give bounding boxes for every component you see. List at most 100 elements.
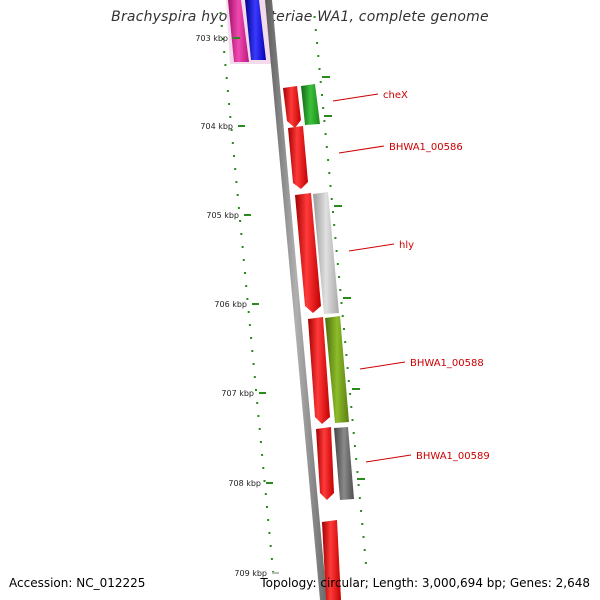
cds-arrow[interactable]: [322, 520, 341, 600]
ruler-tick: [238, 125, 245, 127]
cog-feature-pink[interactable]: [228, 0, 249, 62]
ruler-tick-label: 709 kbp: [234, 569, 267, 578]
gc-tick: [351, 419, 354, 421]
ruler-tick: [244, 214, 251, 216]
gc-tick: [263, 480, 266, 482]
ruler-tick-label: 704 kbp: [200, 122, 233, 131]
cog-feature-blue[interactable]: [245, 0, 266, 60]
gc-tick: [345, 354, 348, 356]
gc-tick: [341, 315, 344, 317]
gc-tick: [264, 493, 267, 495]
ruler-tick-label: 706 kbp: [214, 300, 247, 309]
position-ruler: 703 kbp 704 kbp 705 kbp 706 kbp 707 kbp 708 k…: [195, 34, 279, 578]
accession-text: Accession: NC_012225: [9, 576, 146, 590]
gc-tick: [268, 532, 271, 534]
gc-tick: [252, 363, 255, 365]
gc-tick: [330, 198, 333, 200]
map-title: Brachyspira hyodysenteriae WA1, complete…: [111, 9, 489, 25]
label-leader-line: [332, 93, 379, 102]
gene-label[interactable]: BHWA1_00586: [389, 142, 463, 153]
ruler-tick-label: 707 kbp: [221, 389, 254, 398]
gc-dash: [357, 478, 365, 480]
gc-tick: [244, 272, 246, 274]
gc-tick: [229, 116, 232, 118]
ruler-tick: [266, 482, 273, 484]
gc-tick: [253, 376, 256, 378]
ruler-tick: [252, 303, 259, 305]
gc-tick: [247, 311, 250, 313]
gc-tick: [316, 42, 319, 44]
gc-tick: [225, 77, 228, 79]
cog-feature-olive[interactable]: [325, 316, 349, 423]
gc-tick: [325, 146, 328, 148]
gc-tick: [333, 224, 336, 226]
cog-feature-lightgray[interactable]: [313, 192, 339, 314]
gene-label[interactable]: hly: [399, 240, 414, 251]
gc-tick: [362, 536, 365, 538]
gc-tick: [319, 81, 322, 83]
gc-tick: [328, 172, 331, 174]
gc-tick: [318, 68, 321, 70]
gc-tick: [314, 29, 317, 31]
gc-tick: [327, 159, 330, 161]
gc-tick: [226, 90, 229, 92]
gc-tick: [266, 506, 268, 508]
ruler-tick: [233, 37, 240, 39]
gc-tick: [346, 367, 349, 369]
cds-arrow[interactable]: [288, 126, 308, 189]
gc-dash: [343, 297, 351, 299]
cog-feature-darkgray[interactable]: [334, 427, 354, 500]
gc-tick: [256, 402, 259, 404]
gene-label[interactable]: cheX: [383, 90, 408, 101]
gc-tick: [224, 64, 227, 66]
gc-tick: [237, 207, 240, 209]
cds-arrow[interactable]: [308, 317, 330, 424]
gc-tick: [347, 380, 350, 382]
gc-tick: [343, 328, 345, 330]
cds-arrow[interactable]: [283, 86, 301, 128]
gc-tick: [248, 324, 251, 326]
gc-tick: [338, 276, 341, 278]
gc-tick: [344, 341, 347, 343]
gc-dash: [352, 388, 360, 390]
gc-tick: [231, 142, 234, 144]
gc-tick: [228, 103, 231, 105]
gc-tick: [255, 389, 257, 391]
gc-tick: [259, 441, 262, 443]
gc-tick: [361, 523, 364, 525]
cog-feature-green[interactable]: [301, 84, 320, 125]
label-leader-line: [365, 454, 412, 463]
gc-tick: [317, 55, 320, 57]
gc-tick: [219, 12, 222, 14]
gc-dash: [324, 115, 332, 117]
gc-tick: [332, 211, 334, 213]
cds-arrow[interactable]: [316, 427, 334, 500]
cds-arrow[interactable]: [295, 193, 321, 313]
gc-tick: [313, 16, 316, 18]
gc-tick: [235, 181, 238, 183]
ruler-tick: [272, 572, 279, 574]
gc-dash: [322, 76, 330, 78]
gc-tick: [241, 246, 244, 248]
gc-tick: [261, 454, 264, 456]
gc-tick: [262, 467, 265, 469]
label-leader-line: [338, 145, 385, 154]
gc-tick: [329, 185, 332, 187]
gc-tick: [339, 289, 342, 291]
gc-tick: [223, 51, 226, 53]
gene-label[interactable]: BHWA1_00588: [410, 358, 484, 369]
gc-tick: [239, 220, 242, 222]
genome-stats-text: Topology: circular; Length: 3,000,694 bp…: [260, 576, 590, 590]
gc-tick: [349, 393, 352, 395]
gc-tick: [240, 233, 243, 235]
gene-label[interactable]: BHWA1_00589: [416, 451, 490, 462]
gc-tick: [322, 107, 325, 109]
gc-tick: [246, 298, 249, 300]
gc-tick: [245, 285, 248, 287]
gc-tick: [352, 432, 355, 434]
ruler-tick-label: 708 kbp: [228, 479, 261, 488]
gc-tick: [257, 415, 260, 417]
gc-tick: [250, 337, 253, 339]
